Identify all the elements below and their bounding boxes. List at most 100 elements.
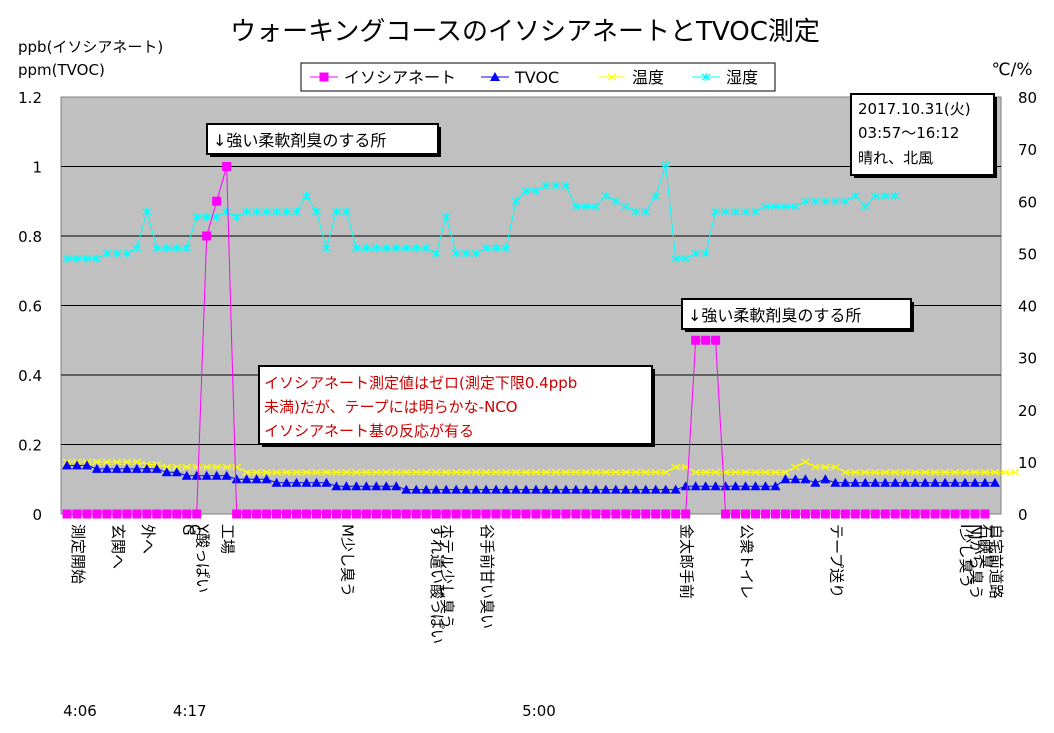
- data-point: [461, 468, 471, 476]
- x-tick-label: 測定開始: [69, 524, 87, 584]
- data-point: [521, 468, 531, 476]
- left-tick-label: 1: [32, 159, 42, 177]
- note-line-2: 未満)だが、テープには明らかな-NCO: [264, 398, 518, 416]
- data-point: [211, 470, 222, 480]
- data-point: [331, 481, 342, 491]
- data-point: [521, 484, 532, 494]
- data-point: [361, 509, 371, 519]
- data-point: [371, 481, 382, 491]
- data-point: [980, 468, 990, 476]
- x-tick-label: M少し臭う: [338, 524, 356, 597]
- data-point: [601, 468, 611, 476]
- data-point: [880, 477, 891, 487]
- data-point: [292, 207, 301, 216]
- data-point: [860, 202, 870, 211]
- data-point: [461, 509, 471, 519]
- data-point: [651, 468, 661, 476]
- note-line-3: イソシアネート基の反応が有る: [264, 422, 474, 440]
- note-line-1: イソシアネート測定値はゼロ(測定下限0.4ppb: [264, 374, 577, 392]
- data-point: [960, 477, 971, 487]
- data-point: [761, 468, 770, 476]
- data-point: [711, 207, 720, 216]
- data-point: [242, 207, 252, 216]
- data-point: [171, 467, 182, 477]
- data-point: [491, 484, 502, 494]
- data-point: [62, 254, 72, 263]
- data-point: [62, 460, 72, 470]
- data-point: [401, 509, 411, 519]
- data-point: [691, 468, 701, 476]
- left-tick-label: 1.2: [18, 89, 42, 107]
- left-tick-label: 0.2: [18, 437, 42, 455]
- x-tick-label: 玄関へ: [109, 524, 127, 569]
- data-point: [232, 463, 242, 471]
- data-point: [491, 468, 501, 476]
- data-point: [342, 207, 351, 216]
- data-point: [82, 254, 92, 263]
- data-point: [172, 509, 182, 519]
- data-point: [122, 249, 132, 258]
- data-point: [162, 463, 172, 471]
- data-point: [202, 212, 212, 221]
- data-point: [671, 463, 681, 471]
- data-point: [641, 468, 651, 476]
- data-point: [282, 509, 292, 519]
- time-labels: 4:06 4:17 5:00: [63, 702, 556, 720]
- data-point: [770, 481, 781, 491]
- data-point: [92, 254, 102, 263]
- series-line: [67, 461, 1015, 473]
- data-point: [701, 335, 711, 345]
- data-point: [610, 484, 621, 494]
- data-point: [890, 192, 900, 201]
- data-point: [92, 509, 102, 519]
- data-point: [940, 468, 950, 476]
- data-point: [511, 468, 521, 476]
- data-point: [262, 509, 272, 519]
- data-point: [880, 192, 890, 201]
- left-tick-label: 0.8: [18, 228, 42, 246]
- data-point: [850, 192, 860, 201]
- left-axis-label-1: ppb(イソシアネート): [18, 38, 163, 56]
- data-point: [431, 509, 441, 519]
- data-point: [601, 509, 611, 519]
- data-point: [321, 477, 332, 487]
- data-point: [401, 244, 411, 253]
- data-point: [361, 481, 372, 491]
- data-point: [202, 463, 212, 471]
- data-point: [381, 244, 391, 253]
- data-point: [132, 244, 142, 253]
- data-point: [661, 468, 671, 476]
- data-point: [581, 202, 591, 211]
- callout-1: ↓強い柔軟剤臭のする所: [206, 123, 441, 157]
- data-point: [312, 207, 321, 216]
- x-tick-label: G: [179, 524, 197, 536]
- data-point: [272, 468, 281, 476]
- data-point: [780, 474, 791, 484]
- left-tick-label: 0: [32, 506, 42, 524]
- data-point: [381, 468, 391, 476]
- data-point: [920, 477, 931, 487]
- x-tick-label: テープ送り: [827, 524, 845, 598]
- data-point: [172, 463, 182, 471]
- series-line: [67, 464, 995, 491]
- data-point: [890, 509, 900, 519]
- legend-label: 温度: [632, 68, 664, 87]
- data-point: [531, 509, 541, 519]
- data-point: [491, 509, 501, 519]
- data-point: [1000, 468, 1010, 476]
- data-point: [750, 481, 761, 491]
- data-point: [391, 244, 401, 253]
- data-point: [351, 244, 361, 253]
- data-point: [830, 197, 840, 206]
- data-point: [351, 509, 361, 519]
- time-label: 4:17: [173, 702, 207, 720]
- data-point: [142, 207, 152, 216]
- data-point: [311, 509, 321, 519]
- data-point: [641, 207, 651, 216]
- data-point: [570, 484, 581, 494]
- legend-item: 温度: [598, 68, 664, 87]
- data-point: [351, 468, 361, 476]
- legend-label: イソシアネート: [344, 68, 456, 87]
- data-point: [421, 509, 431, 519]
- data-point: [990, 477, 1000, 487]
